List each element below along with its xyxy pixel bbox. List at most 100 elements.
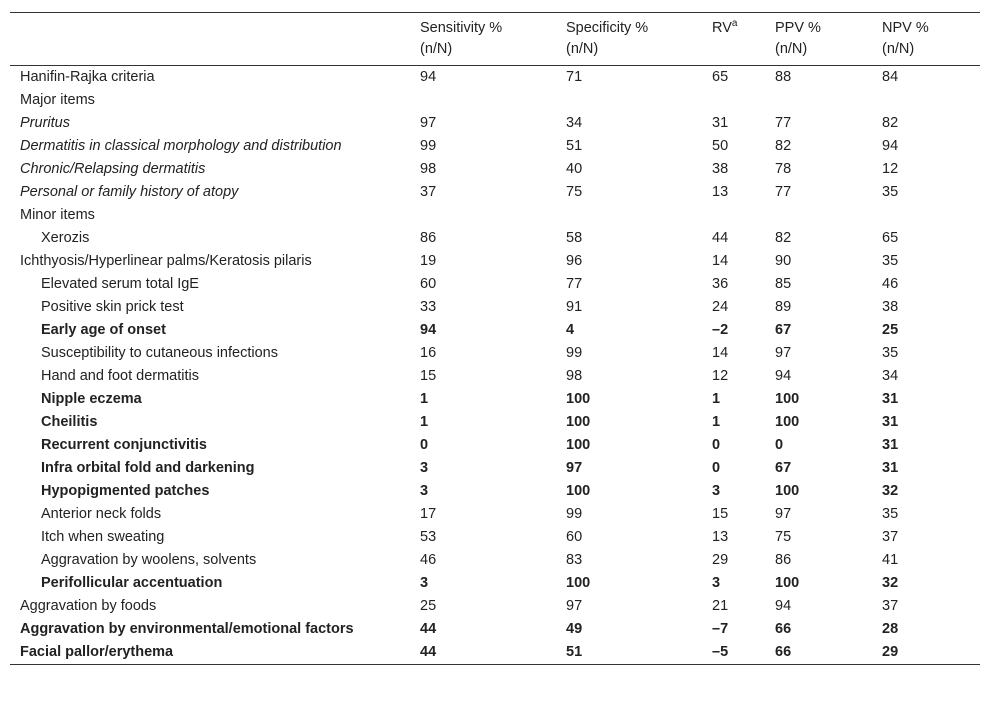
table-body: Hanifin-Rajka criteria 94 71 65 88 84 Major it… [10,66,980,665]
value-cell: 89 [775,299,792,315]
value-cell: 31 [882,460,899,476]
header-cell: Sensitivity % (n/N) [410,13,556,66]
value-cell: 1 [420,391,429,407]
value-cell: 13 [712,184,729,200]
value-cell: 90 [775,253,792,269]
table-row: Hanifin-Rajka criteria 94 71 65 88 84 [10,66,980,90]
header-label: RV [712,20,732,36]
value-cell [410,204,556,227]
row-label: Cheilitis [41,414,98,430]
value-cell: 38 [712,161,729,177]
value-cell: 99 [566,506,583,522]
value-cell: 3 [712,575,721,591]
value-cell: 60 [420,276,437,292]
value-cell: 32 [882,575,899,591]
row-label: Dermatitis in classical morphology and d… [20,138,342,154]
row-label: Personal or family history of atopy [20,184,239,200]
value-cell: 37 [882,529,899,545]
value-cell: 3 [420,460,429,476]
value-cell [872,89,980,112]
row-label: Facial pallor/erythema [20,644,174,660]
table-row: Early age of onset 94 4 –2 67 25 [10,319,980,342]
value-cell: 44 [420,621,437,637]
table-row: Xerozis 86 58 44 82 65 [10,227,980,250]
value-cell: 3 [712,483,721,499]
row-label: Major items [20,92,95,108]
value-cell: 75 [566,184,583,200]
row-label: Aggravation by woolens, solvents [41,552,257,568]
row-label: Hand and foot dermatitis [41,368,199,384]
value-cell: 35 [882,253,899,269]
value-cell: 100 [775,483,800,499]
row-label: Perifollicular accentuation [41,575,223,591]
value-cell: 83 [566,552,583,568]
value-cell: 67 [775,322,792,338]
value-cell: 77 [775,115,792,131]
value-cell: 35 [882,184,899,200]
row-label: Xerozis [41,230,90,246]
value-cell [765,89,872,112]
table-row: Cheilitis 1 100 1 100 31 [10,411,980,434]
value-cell: 0 [420,437,429,453]
table-row: Chronic/Relapsing dermatitis 98 40 38 78 12 [10,158,980,181]
table-row: Minor items [10,204,980,227]
row-label: Susceptibility to cutaneous infections [41,345,278,361]
value-cell [556,204,702,227]
table-row: Positive skin prick test 33 91 24 89 38 [10,296,980,319]
value-cell: 25 [882,322,899,338]
table-row: Hypopigmented patches 3 100 3 100 32 [10,480,980,503]
value-cell: 1 [420,414,429,430]
value-cell: 14 [712,345,729,361]
value-cell: 0 [775,437,784,453]
value-cell: 99 [566,345,583,361]
value-cell: 51 [566,138,583,154]
table-row: Pruritus 97 34 31 77 82 [10,112,980,135]
table-row: Elevated serum total IgE 60 77 36 85 46 [10,273,980,296]
value-cell: 16 [420,345,437,361]
header-row: Sensitivity % (n/N) Specificity % (n/N) RV… [10,12,980,66]
table-row: Dermatitis in classical morphology and d… [10,135,980,158]
value-cell: 40 [566,161,583,177]
value-cell: 31 [712,115,729,131]
value-cell [765,204,872,227]
footnote-mark: a [731,18,738,30]
table-row: Infra orbital fold and darkening 3 97 0 67 31 [10,457,980,480]
header-unit: (n/N) [566,41,599,57]
table-row: Perifollicular accentuation 3 100 3 100 32 [10,572,980,595]
value-cell: 82 [882,115,899,131]
table-row: Aggravation by foods 25 97 21 94 37 [10,595,980,618]
value-cell: 34 [882,368,899,384]
row-label: Elevated serum total IgE [41,276,199,292]
table-row: Anterior neck folds 17 99 15 97 35 [10,503,980,526]
value-cell: 29 [882,644,899,660]
value-cell: 77 [566,276,583,292]
value-cell: 49 [566,621,583,637]
value-cell: 38 [882,299,899,315]
value-cell: 94 [420,322,437,338]
value-cell: 84 [882,69,899,85]
value-cell: 33 [420,299,437,315]
value-cell: 100 [775,391,800,407]
row-label: Ichthyosis/Hyperlinear palms/Keratosis p… [20,253,312,269]
header-label: Sensitivity % [420,20,503,36]
value-cell: 12 [882,161,899,177]
table-row: Major items [10,89,980,112]
value-cell: 44 [420,644,437,660]
value-cell [872,204,980,227]
value-cell: 82 [775,138,792,154]
value-cell: 4 [566,322,575,338]
value-cell: 71 [566,69,583,85]
value-cell: 78 [775,161,792,177]
value-cell: 75 [775,529,792,545]
value-cell: 1 [712,414,721,430]
table-row: Personal or family history of atopy 37 75 1… [10,181,980,204]
value-cell: 65 [712,69,729,85]
row-label: Nipple eczema [41,391,142,407]
table-row: Aggravation by environmental/emotional f… [10,618,980,641]
row-label: Hypopigmented patches [41,483,210,499]
value-cell: –7 [712,621,729,637]
row-label: Recurrent conjunctivitis [41,437,207,453]
header-label: NPV % [882,20,929,36]
value-cell: 31 [882,437,899,453]
value-cell: 77 [775,184,792,200]
